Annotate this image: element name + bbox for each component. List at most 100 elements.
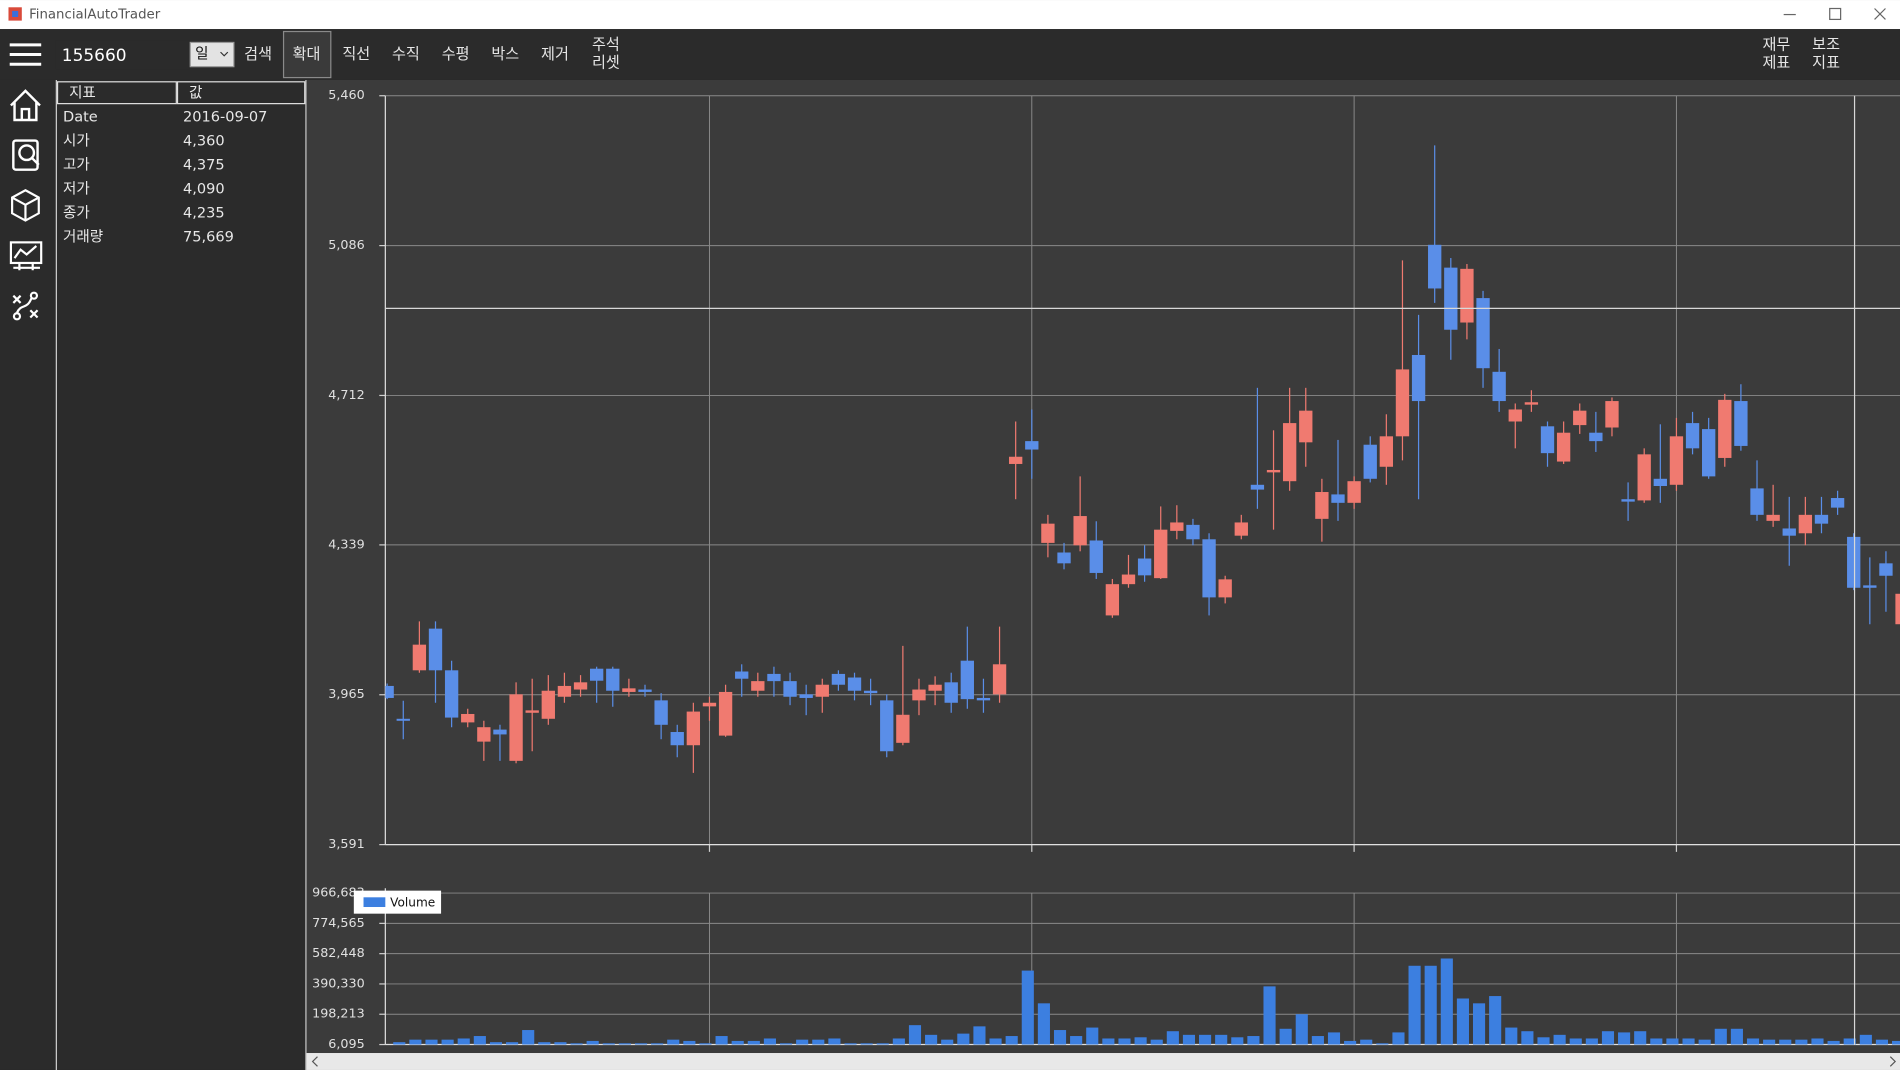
y-tick-label: 390,330: [312, 975, 365, 990]
search-doc-icon[interactable]: [12, 139, 40, 171]
volume-bar: [1746, 1038, 1760, 1045]
candle-body: [638, 689, 652, 692]
toolbar-button[interactable]: 검색: [244, 45, 272, 63]
table-key: 저가: [63, 181, 90, 198]
close-button[interactable]: [1874, 8, 1886, 20]
volume-bar: [1118, 1038, 1131, 1045]
volume-bar: [1037, 1003, 1050, 1045]
home-icon[interactable]: [10, 89, 41, 122]
volume-bar: [844, 1043, 857, 1045]
period-combo[interactable]: [189, 41, 235, 68]
volume-bar: [1005, 1036, 1018, 1045]
candle-body: [1089, 540, 1103, 573]
scroll-right[interactable]: [1889, 1056, 1897, 1067]
candle-body: [1234, 522, 1248, 536]
maximize-button[interactable]: [1829, 7, 1842, 21]
volume-bar: [651, 1043, 664, 1045]
reset-button-line[interactable]: 리셋: [592, 54, 620, 72]
candle-body: [831, 673, 846, 685]
volume-bar: [457, 1038, 470, 1045]
table-key: 시가: [63, 133, 90, 150]
candle-body: [1524, 402, 1539, 405]
candle-body: [1379, 436, 1394, 467]
volume-bar: [1199, 1034, 1212, 1045]
volume-bar: [1537, 1037, 1550, 1045]
volume-bar: [1795, 1039, 1808, 1045]
horizontal-scrollbar[interactable]: [306, 1053, 1900, 1070]
toolbar-button[interactable]: 확대: [293, 45, 321, 63]
cube-icon[interactable]: [11, 189, 40, 222]
legend-label: Volume: [390, 895, 435, 909]
reset-button-line[interactable]: 주석: [592, 35, 620, 53]
y-tick-label: 6,095: [328, 1036, 364, 1051]
candle-body: [1137, 558, 1152, 576]
candle-body: [1025, 441, 1039, 450]
volume-bar: [1618, 1032, 1631, 1045]
volume-bar: [409, 1039, 422, 1045]
volume-bar: [1344, 1040, 1357, 1045]
toolbar-button[interactable]: 직선: [342, 45, 370, 63]
side-button-line[interactable]: 제표: [1762, 54, 1790, 72]
chart-icon[interactable]: [9, 241, 43, 271]
volume-bar: [1650, 1038, 1663, 1045]
candle-body: [1508, 409, 1522, 422]
volume-bar: [489, 1042, 503, 1045]
candle-body: [1702, 429, 1716, 477]
candle-body: [1605, 401, 1619, 428]
y-tick-label: 3,591: [328, 836, 364, 851]
candle-body: [1653, 478, 1667, 486]
candle-body: [1669, 436, 1684, 485]
candle-body: [396, 718, 410, 721]
volume-bar: [1376, 1043, 1389, 1045]
candle-body: [1540, 426, 1555, 454]
table-header-cell: [176, 81, 306, 105]
volume-bar: [393, 1042, 406, 1045]
candle-body: [767, 673, 781, 682]
volume-bar: [876, 1043, 889, 1045]
volume-bar: [586, 1040, 599, 1045]
table-value: 4,090: [183, 182, 225, 198]
volume-bar: [941, 1039, 954, 1045]
candle-body: [1847, 536, 1861, 588]
toolbar-button[interactable]: 박스: [491, 45, 519, 63]
window-title: FinancialAutoTrader: [29, 8, 161, 23]
volume-bar: [1150, 1039, 1163, 1045]
volume-bar: [715, 1036, 728, 1045]
info-panel: [55, 79, 307, 1070]
candle-body: [557, 685, 572, 697]
candle-body: [1492, 371, 1506, 402]
candle-body: [1830, 498, 1845, 508]
volume-bar: [1585, 1038, 1598, 1045]
menu-icon[interactable]: [9, 43, 42, 66]
toolbar-button[interactable]: 수평: [442, 45, 470, 63]
candle-body: [509, 694, 523, 761]
code-input-text: 155660: [62, 45, 127, 65]
volume-bar: [1360, 1039, 1373, 1045]
side-button-line[interactable]: 지표: [1812, 54, 1840, 72]
code-input[interactable]: [55, 40, 190, 70]
volume-bar: [522, 1030, 535, 1045]
table-key: 거래량: [63, 229, 103, 246]
y-tick-label: 582,448: [312, 945, 365, 960]
side-button-line[interactable]: 보조: [1812, 35, 1840, 53]
strategy-icon[interactable]: [12, 291, 39, 321]
volume-bar: [747, 1040, 760, 1045]
candle-body: [1782, 528, 1796, 536]
scroll-left[interactable]: [311, 1056, 318, 1067]
candle-body: [1299, 410, 1313, 443]
side-button-line[interactable]: 재무: [1762, 35, 1790, 53]
volume-bar: [1247, 1036, 1260, 1045]
candle-body: [880, 700, 894, 752]
volume-bar: [1811, 1038, 1824, 1045]
y-tick-label: 4,339: [328, 536, 364, 551]
y-tick-label: 4,712: [328, 387, 364, 402]
volume-bar: [441, 1039, 454, 1045]
volume-bar: [860, 1043, 873, 1045]
toolbar-button[interactable]: 수직: [392, 45, 420, 63]
volume-bar: [1279, 1028, 1292, 1045]
volume-bar: [1263, 986, 1276, 1045]
toolbar-button[interactable]: 제거: [541, 45, 569, 63]
volume-bar: [1086, 1027, 1099, 1045]
candle-body: [1766, 514, 1780, 521]
